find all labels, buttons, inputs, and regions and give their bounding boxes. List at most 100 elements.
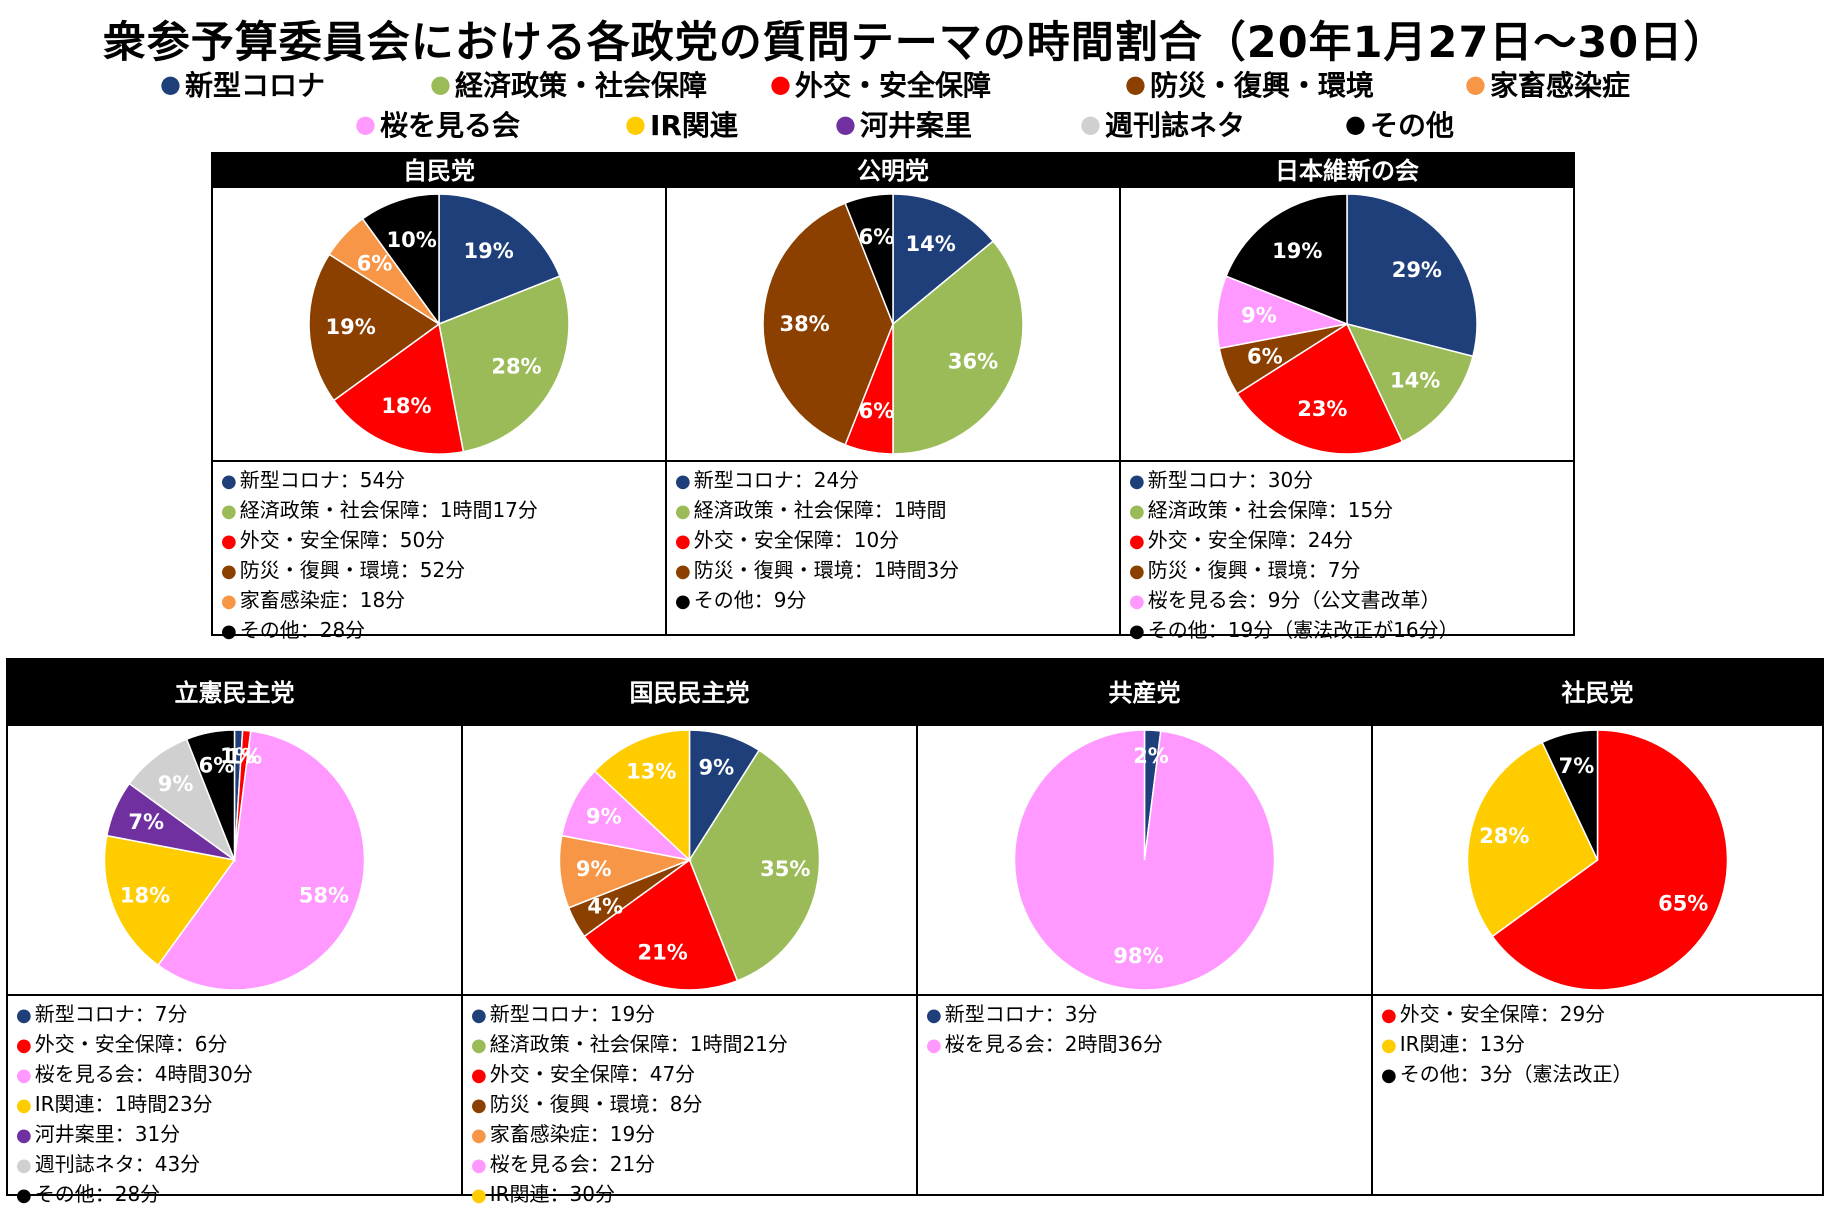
pie-data-label: 23% [1297,397,1347,421]
legend-label: その他 [1369,109,1454,142]
pie-slice-economy [438,275,570,453]
pie-data-label: 19% [1272,239,1322,263]
time-breakdown-text: 外交・安全保障：6分 [34,1032,228,1056]
legend-item-other: ● その他 [1345,104,1454,144]
time-breakdown-text: 経済政策・社会保障：1時間21分 [489,1032,788,1056]
legend-label: 外交・安全保障 [794,69,991,102]
pie-slice-sakura [1013,729,1276,991]
legend-label: 防災・復興・環境 [1149,69,1374,102]
pie-slice-corona [1346,193,1478,358]
time-breakdown-text: その他：19分（憲法改正が16分） [1147,618,1459,642]
category-marker: ● [16,1125,32,1146]
pie-data-label: 28% [491,355,541,379]
time-breakdown-item: ● 外交・安全保障：47分 [471,1060,910,1090]
time-breakdown-text: 桜を見る会：9分（公文書改革） [1147,588,1441,612]
category-marker: ● [1129,621,1145,642]
pie-data-label: 7% [1559,754,1595,778]
time-breakdown-item: ● 経済政策・社会保障：1時間21分 [471,1030,910,1060]
category-marker: ● [1129,561,1145,582]
time-breakdown-item: ● 家畜感染症：19分 [471,1120,910,1150]
time-breakdown-item: ● 経済政策・社会保障：1時間17分 [221,496,659,526]
category-marker: ● [16,1185,32,1206]
legend-label: 桜を見る会 [379,109,520,142]
pie-slice-other [1541,729,1599,861]
time-breakdown-text: 新型コロナ：3分 [944,1002,1098,1026]
time-breakdown-text: その他：28分 [34,1182,161,1206]
pie-data-label: 9% [586,804,622,828]
time-breakdown-item: ● 週刊誌ネタ：43分 [16,1150,455,1180]
category-marker: ● [1129,591,1145,612]
time-breakdown-item: ● 新型コロナ：24分 [675,466,1113,496]
pie-slice-ir [103,834,236,967]
time-breakdown-text: 新型コロナ：19分 [489,1002,656,1026]
category-marker: ● [471,1155,487,1176]
time-breakdown-text: 新型コロナ：24分 [693,468,860,492]
time-breakdown-text: 外交・安全保障：50分 [239,528,446,552]
pie-chart: 1%1% 58% 18% 7% 9%6% [103,729,366,991]
time-breakdown-item: ● 桜を見る会：9分（公文書改革） [1129,586,1567,616]
time-breakdown-item: ● 外交・安全保障：6分 [16,1030,455,1060]
time-breakdown-text: 新型コロナ：54分 [239,468,406,492]
pie-data-label: 9% [576,857,612,881]
party-title: 国民民主党 [463,660,916,726]
pie-data-label: 58% [299,883,349,907]
category-marker: ● [221,471,237,492]
category-marker: ● [471,1125,487,1146]
pie-chart: 65% 28% 7% [1466,729,1729,991]
party-title: 立憲民主党 [8,660,461,726]
party-title: 共産党 [918,660,1371,726]
time-breakdown-text: 防災・復興・環境：1時間3分 [693,558,960,582]
time-breakdown-text: その他：9分 [693,588,807,612]
time-breakdown-item: ● 外交・安全保障：29分 [1381,1000,1816,1030]
category-marker: ● [1381,1065,1397,1086]
pie-slice-other [1225,193,1348,326]
time-breakdown-item: ● 防災・復興・環境：7分 [1129,556,1567,586]
chart-title: 衆参予算委員会における各政党の質問テーマの時間割合（20年1月27日～30日） [102,18,1728,68]
time-breakdown-item: ● その他：28分 [16,1180,455,1210]
time-breakdown-item: ● 新型コロナ：7分 [16,1000,455,1030]
time-breakdown-item: ● 新型コロナ：30分 [1129,466,1567,496]
pie-data-label: 28% [1479,824,1529,848]
pie-chart: 2% 98% [1013,729,1276,991]
time-breakdown-text: 河井案里：31分 [34,1122,181,1146]
category-marker: ● [675,531,691,552]
time-breakdown-item: ● 桜を見る会：4時間30分 [16,1060,455,1090]
time-breakdown-item: ● その他：9分 [675,586,1113,616]
time-breakdown-item: ● 桜を見る会：2時間36分 [926,1030,1365,1060]
time-breakdown-text: 防災・復興・環境：8分 [489,1092,703,1116]
pie-chart: 29% 14% 23% 6% 9% 19% [1216,193,1478,455]
pie-data-label: 13% [626,760,676,784]
category-marker: ● [471,1095,487,1116]
party-panel: 自民党 19% 28% 18% 19% 6% 10% ● 新型コロナ：54分 ● 経済政策・社会保障… [211,152,667,642]
pie-data-label: 18% [381,394,431,418]
pie-data-label: 6% [199,754,235,778]
time-breakdown: ● 新型コロナ：3分 ● 桜を見る会：2時間36分 [918,994,1371,1194]
legend-label: 新型コロナ [184,69,325,102]
pie-slice-foreign [1491,729,1729,991]
time-breakdown-item: ● 桜を見る会：21分 [471,1150,910,1180]
pie-data-label: 2% [1133,744,1169,768]
legend-label: 河井案里 [859,109,972,142]
time-breakdown-text: 経済政策・社会保障：1時間 [693,498,947,522]
pie-data-label: 9% [699,756,735,780]
time-breakdown-item: ● 防災・復興・環境：52分 [221,556,659,586]
time-breakdown-item: ● 外交・安全保障：24分 [1129,526,1567,556]
time-breakdown: ● 新型コロナ：24分 ● 経済政策・社会保障：1時間 ● 外交・安全保障：10分 ● 防災・… [667,460,1119,634]
legend-marker: ● [625,110,646,138]
category-marker: ● [221,591,237,612]
pie-data-label: 98% [1113,944,1163,968]
category-marker: ● [926,1005,942,1026]
pie-data-label: 6% [357,251,393,275]
time-breakdown-item: ● 河井案里：31分 [16,1120,455,1150]
legend-marker: ● [835,110,856,138]
time-breakdown-text: 桜を見る会：4時間30分 [34,1062,253,1086]
pie-data-label: 19% [464,239,514,263]
category-marker: ● [1381,1005,1397,1026]
time-breakdown-text: 外交・安全保障：29分 [1399,1002,1606,1026]
legend-item-sakura: ● 桜を見る会 [355,104,520,144]
party-panel: 公明党 14% 36% 6% 38% 6% ● 新型コロナ：24分 ● 経済政策・社会保障：1時間… [665,152,1121,636]
legend-item-corona: ● 新型コロナ [160,64,325,104]
pie-data-label: 35% [760,857,810,881]
legend-item-kawai: ● 河井案里 [835,104,972,144]
time-breakdown-text: 家畜感染症：18分 [239,588,406,612]
